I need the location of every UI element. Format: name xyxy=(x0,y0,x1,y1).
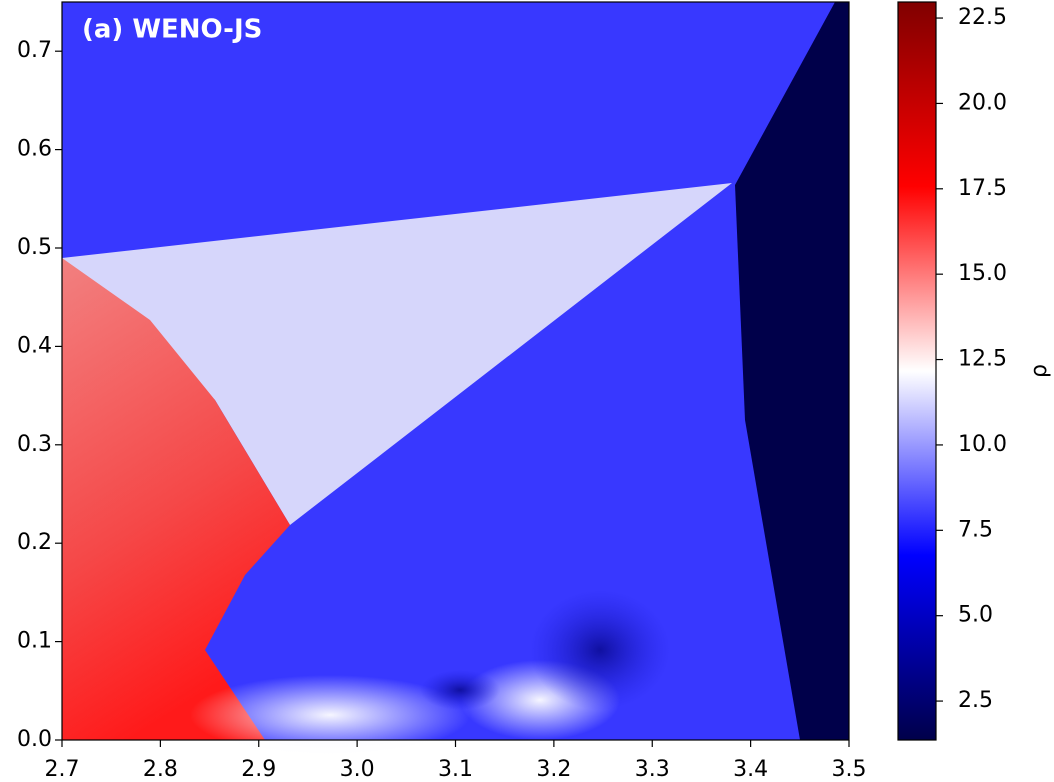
y-tick-label: 0.1 xyxy=(17,629,52,654)
x-tick-label: 3.2 xyxy=(536,757,571,782)
colorbar-tick-label: 7.5 xyxy=(958,517,993,542)
y-tick-label: 0.6 xyxy=(17,137,52,162)
y-tick-label: 0.3 xyxy=(17,432,52,457)
chart-title: (a) WENO-JS xyxy=(82,15,262,45)
colorbar-tick-label: 2.5 xyxy=(958,688,993,713)
colorbar-tick-label: 17.5 xyxy=(958,176,1007,201)
y-tick-label: 0.5 xyxy=(17,235,52,260)
x-tick-label: 3.1 xyxy=(438,757,473,782)
y-tick-label: 0.2 xyxy=(17,530,52,555)
colorbar-tick-label: 10.0 xyxy=(958,432,1007,457)
x-tick-label: 3.4 xyxy=(733,757,768,782)
colorbar-tick-label: 22.5 xyxy=(958,5,1007,30)
x-tick-label: 3.3 xyxy=(635,757,670,782)
x-tick-label: 3.0 xyxy=(340,757,375,782)
x-tick-label: 2.9 xyxy=(241,757,276,782)
colorbar-tick-label: 12.5 xyxy=(958,347,1007,372)
x-tick-label: 2.8 xyxy=(143,757,178,782)
x-tick-label: 2.7 xyxy=(45,757,80,782)
y-tick-label: 0.4 xyxy=(17,333,52,358)
colorbar xyxy=(897,1,937,741)
y-tick-label: 0.0 xyxy=(17,727,52,752)
x-tick-label: 3.5 xyxy=(832,757,867,782)
colorbar-tick-label: 5.0 xyxy=(958,603,993,628)
colorbar-tick-label: 15.0 xyxy=(958,261,1007,286)
colorbar-tick-label: 20.0 xyxy=(958,90,1007,115)
y-tick-label: 0.7 xyxy=(17,38,52,63)
colorbar-label: ρ xyxy=(1027,364,1052,378)
density-field xyxy=(62,2,849,755)
